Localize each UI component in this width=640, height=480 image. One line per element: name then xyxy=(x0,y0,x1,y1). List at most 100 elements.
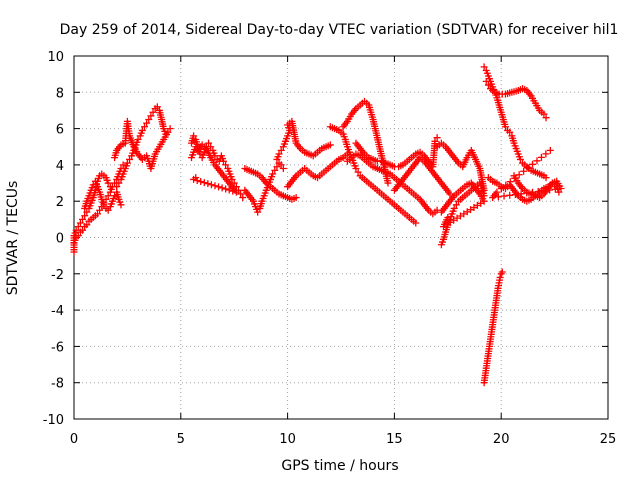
data-point xyxy=(524,164,532,172)
y-tick-label: -10 xyxy=(43,413,64,428)
data-point xyxy=(197,178,205,186)
data-point xyxy=(450,204,458,212)
y-tick-label: -2 xyxy=(51,268,64,283)
data-point xyxy=(480,63,488,71)
y-tick-label: 8 xyxy=(56,86,64,101)
data-point xyxy=(225,186,233,194)
data-point xyxy=(200,179,208,187)
y-tick-label: -8 xyxy=(51,377,64,392)
data-point xyxy=(211,182,219,190)
data-point xyxy=(237,190,245,198)
data-point xyxy=(74,223,82,231)
data-point xyxy=(540,187,548,195)
data-point xyxy=(529,160,537,168)
data-point xyxy=(542,150,550,158)
data-point xyxy=(79,215,87,223)
data-point xyxy=(126,155,134,163)
data-point xyxy=(232,188,240,196)
x-axis-label: GPS time / hours xyxy=(281,458,398,474)
data-point xyxy=(529,188,537,196)
data-point xyxy=(254,208,262,216)
data-point xyxy=(145,116,153,124)
data-point xyxy=(239,194,247,202)
data-point xyxy=(153,103,161,111)
data-point xyxy=(117,201,125,209)
data-point xyxy=(500,192,508,200)
x-tick-label: 10 xyxy=(279,432,296,447)
data-point xyxy=(229,187,237,195)
y-tick-label: 2 xyxy=(56,195,64,210)
data-point xyxy=(96,206,104,214)
data-point xyxy=(222,161,230,169)
data-point xyxy=(516,155,524,163)
data-point xyxy=(431,137,439,145)
data-point xyxy=(79,226,87,234)
data-point xyxy=(384,179,392,187)
data-point xyxy=(218,184,226,192)
data-point xyxy=(143,119,151,127)
data-point xyxy=(215,183,223,191)
data-point xyxy=(104,192,112,200)
x-tick-label: 15 xyxy=(386,432,403,447)
data-point xyxy=(149,108,157,116)
data-point xyxy=(269,170,277,178)
x-tick-label: 20 xyxy=(493,432,510,447)
x-tick-label: 0 xyxy=(70,432,78,447)
data-point xyxy=(292,194,300,202)
y-axis-label: SDTVAR / TECUs xyxy=(5,181,21,296)
data-point xyxy=(190,132,198,140)
data-point xyxy=(523,189,531,197)
data-point xyxy=(506,191,514,199)
y-tick-label: -4 xyxy=(51,304,64,319)
data-point xyxy=(222,185,230,193)
data-point xyxy=(497,185,505,193)
data-point xyxy=(452,201,460,209)
data-point xyxy=(496,273,504,281)
chart-title: Day 259 of 2014, Sidereal Day-to-day VTE… xyxy=(60,22,619,38)
data-point xyxy=(72,226,80,234)
data-point xyxy=(277,161,285,169)
data-point xyxy=(166,125,174,133)
data-point xyxy=(326,141,334,149)
data-point xyxy=(557,184,565,192)
data-point xyxy=(354,168,362,176)
data-point xyxy=(542,114,550,122)
data-point xyxy=(81,212,89,220)
data-point xyxy=(104,179,112,187)
data-point xyxy=(546,186,554,194)
data-point xyxy=(104,206,112,214)
data-point xyxy=(279,165,287,173)
data-point xyxy=(444,214,452,222)
data-point xyxy=(205,139,213,147)
data-point xyxy=(196,150,204,158)
data-point xyxy=(138,126,146,134)
data-point xyxy=(498,268,506,276)
data-point xyxy=(555,188,563,196)
data-point xyxy=(534,188,542,196)
data-point xyxy=(537,153,545,161)
data-point xyxy=(204,180,212,188)
data-point xyxy=(546,146,554,154)
data-point xyxy=(484,81,492,89)
data-point xyxy=(275,150,283,158)
data-point xyxy=(271,166,279,174)
data-point xyxy=(517,190,525,198)
data-point xyxy=(511,191,519,199)
y-tick-label: 10 xyxy=(47,50,64,65)
data-point xyxy=(192,174,200,182)
data-point xyxy=(533,157,541,165)
data-point xyxy=(115,179,123,187)
y-tick-label: 6 xyxy=(56,123,64,138)
data-point xyxy=(446,190,454,198)
data-point xyxy=(93,210,101,218)
data-point xyxy=(352,165,360,173)
x-tick-label: 5 xyxy=(177,432,185,447)
data-point xyxy=(74,232,82,240)
data-point xyxy=(482,77,490,85)
data-point xyxy=(511,174,519,182)
data-point xyxy=(119,161,127,169)
data-point xyxy=(493,188,501,196)
grid-lines xyxy=(74,56,608,419)
data-point xyxy=(412,219,420,227)
